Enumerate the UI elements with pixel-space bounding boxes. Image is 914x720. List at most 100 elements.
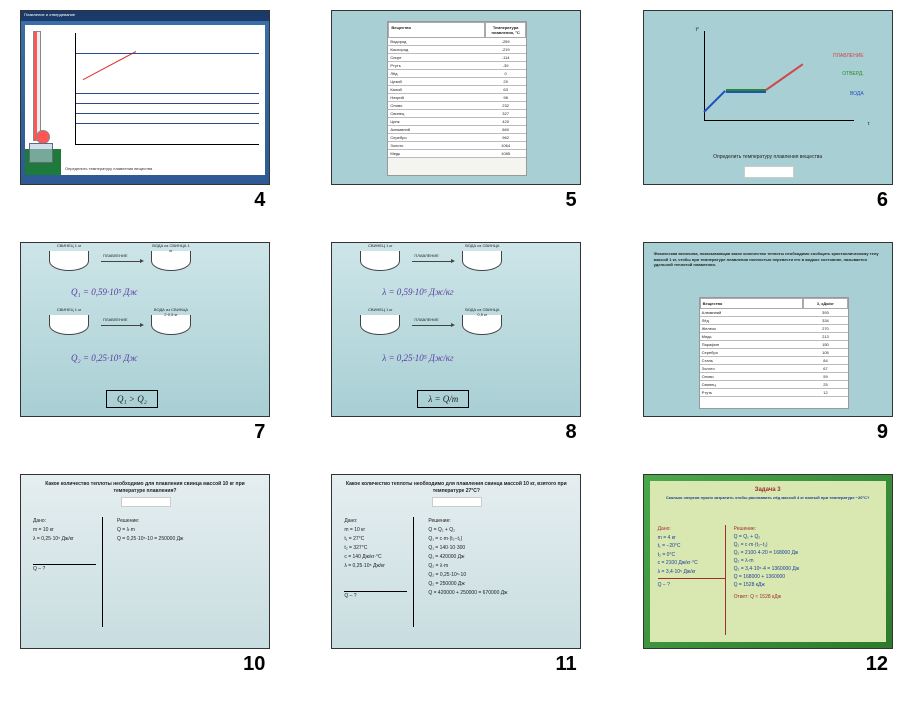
result-box: Q₁ > Q₂ bbox=[106, 390, 158, 408]
table-row: Золото1064 bbox=[388, 142, 526, 150]
text-line: m = 10 кг bbox=[33, 526, 96, 535]
text-line: t₁ = −20°C bbox=[658, 542, 725, 551]
table-row: Медь1085 bbox=[388, 150, 526, 158]
table-row: Кислород-219 bbox=[388, 46, 526, 54]
slide-thumb-7[interactable]: СВИНЕЦ 1 кг ПЛАВЛЕНИЕ ВОДА из СВИНЦА 1 к… bbox=[20, 242, 270, 417]
dish-icon bbox=[360, 315, 400, 335]
diagram-row: СВИНЕЦ 1 кг ПЛАВЛЕНИЕ ВОДА из СВИНЦА 2·0… bbox=[31, 315, 259, 355]
table-row: Алюминий660 bbox=[388, 126, 526, 134]
solution-header: Решение: bbox=[117, 517, 259, 526]
table-row: Ртуть-39 bbox=[388, 62, 526, 70]
slide-thumb-12[interactable]: Задача 3 Сколько энергии нужно затратить… bbox=[643, 474, 893, 649]
slide-cell-12: Задача 3 Сколько энергии нужно затратить… bbox=[643, 474, 894, 676]
slide-number: 11 bbox=[331, 653, 582, 676]
slide-thumb-5[interactable]: Вещество Температура плавления, °C Водор… bbox=[331, 10, 581, 185]
slide-cell-7: СВИНЕЦ 1 кг ПЛАВЛЕНИЕ ВОДА из СВИНЦА 1 к… bbox=[20, 242, 271, 444]
text-line: Q = 0,25·10⁵·10 = 250000 Дж bbox=[117, 535, 259, 544]
given-block: Дано: m = 10 кгt₁ = 27°Ct₂ = 327°Cc = 14… bbox=[344, 517, 414, 627]
solution-block: Решение: Q = Q₁ + Q₂Q₁ = c·m·(t₂−t₁)Q₁ =… bbox=[428, 517, 570, 598]
text-line: Q = Q₁ + Q₂ bbox=[734, 533, 878, 541]
dish-icon bbox=[151, 315, 191, 335]
slide9-table: Вещество λ, кДж/кг Алюминий393Лёд334Желе… bbox=[699, 297, 849, 409]
table-row: Свинец327 bbox=[388, 110, 526, 118]
legend-label: ПЛАВЛЕНИЕ bbox=[833, 53, 864, 59]
given-block: Дано: m = 4 кгt₁ = −20°Ct₂ = 0°Cc = 2100… bbox=[658, 525, 726, 635]
text-line: t₂ = 0°C bbox=[658, 551, 725, 560]
result-box: λ = Q/m bbox=[417, 390, 469, 408]
table-row: Натрий98 bbox=[388, 94, 526, 102]
table-row: Водород-259 bbox=[388, 38, 526, 46]
blank-box bbox=[744, 166, 794, 178]
slide-thumb-9[interactable]: Физическая величина, показывающая какое … bbox=[643, 242, 893, 417]
equation: λ = 0,59·10⁵ Дж/кг bbox=[382, 287, 453, 297]
text-line: Q = Q₁ + Q₂ bbox=[428, 526, 570, 535]
text-line: λ = 3,4·10⁵ Дж/кг bbox=[658, 568, 725, 577]
arrow-label: ПЛАВЛЕНИЕ bbox=[414, 317, 439, 322]
text-line: λ = 0,25·10⁵ Дж/кг bbox=[344, 562, 407, 571]
solution-block: Решение: Q = Q₁ + Q₂Q₁ = c·m·(t₂−t₁)Q₁ =… bbox=[734, 525, 878, 601]
slide-cell-4: Плавление и отвердевание Определить темп… bbox=[20, 10, 271, 212]
slide9-text: Физическая величина, показывающая какое … bbox=[654, 251, 882, 268]
slide-thumb-8[interactable]: СВИНЕЦ 1 кг ПЛАВЛЕНИЕ ВОДА из СВИНЦА λ =… bbox=[331, 242, 581, 417]
slide-cell-5: Вещество Температура плавления, °C Водор… bbox=[331, 10, 582, 212]
dish-icon bbox=[151, 251, 191, 271]
jar-icon bbox=[29, 143, 53, 163]
table-row: Медь213 bbox=[700, 333, 848, 341]
dish-label: ВОДА из СВИНЦА 1 кг bbox=[151, 243, 191, 253]
dish-icon bbox=[49, 251, 89, 271]
find-label: Q – ? bbox=[344, 592, 407, 601]
slide-thumb-4[interactable]: Плавление и отвердевание Определить темп… bbox=[20, 10, 270, 185]
dish-icon bbox=[360, 251, 400, 271]
slide-thumb-11[interactable]: Какое количество теплоты необходимо для … bbox=[331, 474, 581, 649]
text-line: t₁ = 27°C bbox=[344, 535, 407, 544]
slide-cell-8: СВИНЕЦ 1 кг ПЛАВЛЕНИЕ ВОДА из СВИНЦА λ =… bbox=[331, 242, 582, 444]
table-header: Температура плавления, °C bbox=[485, 22, 526, 38]
problem-title: Задача 3 bbox=[656, 487, 880, 493]
legend-label: ОТВЕРД. bbox=[842, 71, 863, 77]
dish-label: ВОДА из СВИНЦА 0,5 кг bbox=[462, 307, 502, 317]
slide4-body: Определить температуру плавления веществ… bbox=[25, 25, 265, 175]
arrow-label: ПЛАВЛЕНИЕ bbox=[103, 253, 128, 258]
table-row: Ртуть12 bbox=[700, 389, 848, 397]
slide-number: 4 bbox=[20, 189, 271, 212]
dish-icon bbox=[462, 251, 502, 271]
slide-number: 5 bbox=[331, 189, 582, 212]
x-axis-label: τ bbox=[868, 121, 870, 127]
thermometer-icon bbox=[33, 31, 41, 141]
equation: Q₂ = 0,25·10⁵ Дж bbox=[71, 353, 138, 363]
slide4-axis bbox=[75, 33, 259, 145]
text-line: Q = 168000 + 1360000 bbox=[734, 573, 878, 581]
arrow-icon bbox=[412, 325, 452, 326]
slide-thumb-6[interactable]: t° ПЛАВЛЕНИЕ ОТВЕРД. ВОДА τ Определить т… bbox=[643, 10, 893, 185]
text-line: Q₂ = 0,25·10⁵·10 bbox=[428, 571, 570, 580]
equation: λ = 0,25·10⁵ Дж/кг bbox=[382, 353, 453, 363]
slide-cell-11: Какое количество теплоты необходимо для … bbox=[331, 474, 582, 676]
text-line: m = 10 кг bbox=[344, 526, 407, 535]
y-axis-label: t° bbox=[696, 27, 699, 33]
text-line: t₂ = 327°C bbox=[344, 544, 407, 553]
slide5-table: Вещество Температура плавления, °C Водор… bbox=[387, 21, 527, 176]
text-line: Q₁ = 2100·4·20 = 168000 Дж bbox=[734, 549, 878, 557]
table-row: Серебро105 bbox=[700, 349, 848, 357]
table-row: Серебро962 bbox=[388, 134, 526, 142]
table-row: Алюминий393 bbox=[700, 309, 848, 317]
given-block: Дано: m = 10 кгλ = 0,25·10⁵ Дж/кг Q – ? bbox=[33, 517, 103, 627]
dish-label: СВИНЕЦ 1 кг bbox=[360, 307, 400, 312]
arrow-icon bbox=[412, 261, 452, 262]
dish-icon bbox=[462, 315, 502, 335]
given-header: Дано: bbox=[658, 525, 725, 534]
table-row: Парафин150 bbox=[700, 341, 848, 349]
arrow-icon bbox=[101, 261, 141, 262]
slide-number: 12 bbox=[643, 653, 894, 676]
legend-label: ВОДА bbox=[850, 91, 864, 97]
slide-thumb-10[interactable]: Какое количество теплоты необходимо для … bbox=[20, 474, 270, 649]
text-line: Q₁ = 420000 Дж bbox=[428, 553, 570, 562]
table-row: Калий63 bbox=[388, 86, 526, 94]
text-line: λ = 0,25·10⁵ Дж/кг bbox=[33, 535, 96, 544]
diagram-row: СВИНЕЦ 1 кг ПЛАВЛЕНИЕ ВОДА из СВИНЦА bbox=[342, 251, 570, 291]
problem-title: Какое количество теплоты необходимо для … bbox=[31, 481, 259, 494]
text-line: Q₁ = c·m·(t₂−t₁) bbox=[428, 535, 570, 544]
blank-box bbox=[432, 497, 482, 507]
problem-subtitle: Сколько энергии нужно затратить чтобы ра… bbox=[656, 495, 880, 500]
problem-title: Какое количество теплоты необходимо для … bbox=[342, 481, 570, 494]
